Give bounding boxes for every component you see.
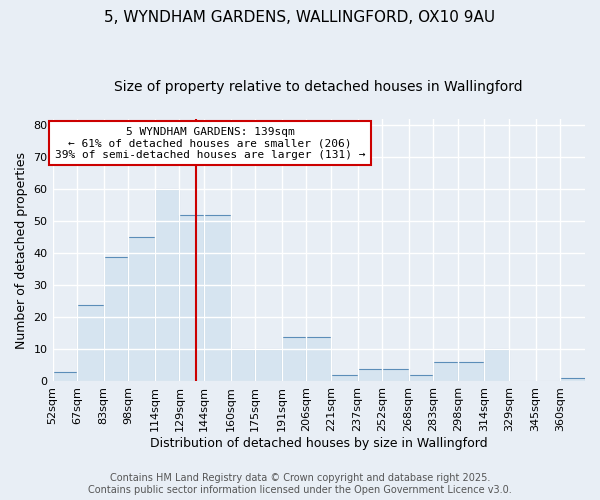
Bar bbox=[331, 375, 358, 382]
Bar bbox=[179, 215, 204, 382]
Bar bbox=[281, 336, 307, 382]
Bar bbox=[77, 304, 104, 382]
Text: Contains HM Land Registry data © Crown copyright and database right 2025.
Contai: Contains HM Land Registry data © Crown c… bbox=[88, 474, 512, 495]
Bar bbox=[230, 350, 256, 382]
Title: Size of property relative to detached houses in Wallingford: Size of property relative to detached ho… bbox=[115, 80, 523, 94]
Bar bbox=[307, 336, 331, 382]
Text: 5, WYNDHAM GARDENS, WALLINGFORD, OX10 9AU: 5, WYNDHAM GARDENS, WALLINGFORD, OX10 9A… bbox=[104, 10, 496, 25]
Bar bbox=[433, 362, 458, 382]
X-axis label: Distribution of detached houses by size in Wallingford: Distribution of detached houses by size … bbox=[150, 437, 488, 450]
Bar bbox=[204, 215, 230, 382]
Bar bbox=[409, 375, 433, 382]
Bar bbox=[484, 350, 509, 382]
Text: 5 WYNDHAM GARDENS: 139sqm
← 61% of detached houses are smaller (206)
39% of semi: 5 WYNDHAM GARDENS: 139sqm ← 61% of detac… bbox=[55, 126, 365, 160]
Bar bbox=[53, 372, 77, 382]
Y-axis label: Number of detached properties: Number of detached properties bbox=[15, 152, 28, 348]
Bar bbox=[128, 238, 155, 382]
Bar bbox=[382, 368, 409, 382]
Bar bbox=[256, 350, 281, 382]
Bar bbox=[155, 190, 179, 382]
Bar bbox=[560, 378, 585, 382]
Bar bbox=[458, 362, 484, 382]
Bar bbox=[104, 256, 128, 382]
Bar bbox=[358, 368, 382, 382]
